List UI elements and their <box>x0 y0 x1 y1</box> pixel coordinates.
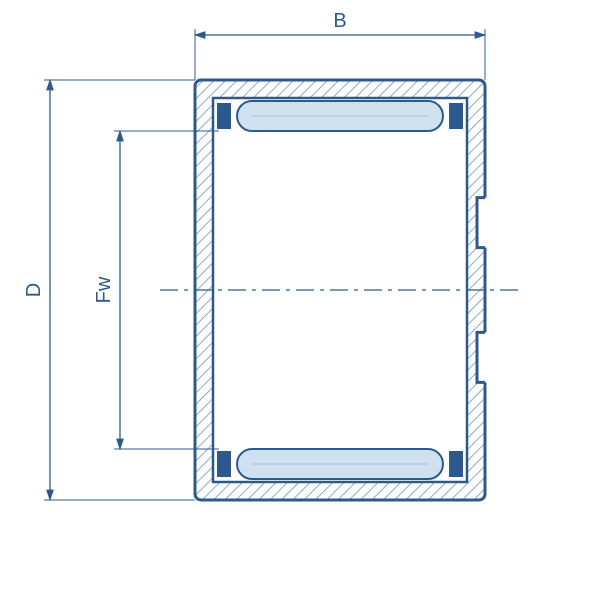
dimension-label-B: B <box>333 10 346 32</box>
bearing-body: D Fw B <box>23 10 520 500</box>
dimension-label-D: D <box>23 283 45 297</box>
bearing-cross-section-diagram: D Fw B <box>0 0 600 600</box>
dimension-label-Fw: Fw <box>93 276 115 303</box>
